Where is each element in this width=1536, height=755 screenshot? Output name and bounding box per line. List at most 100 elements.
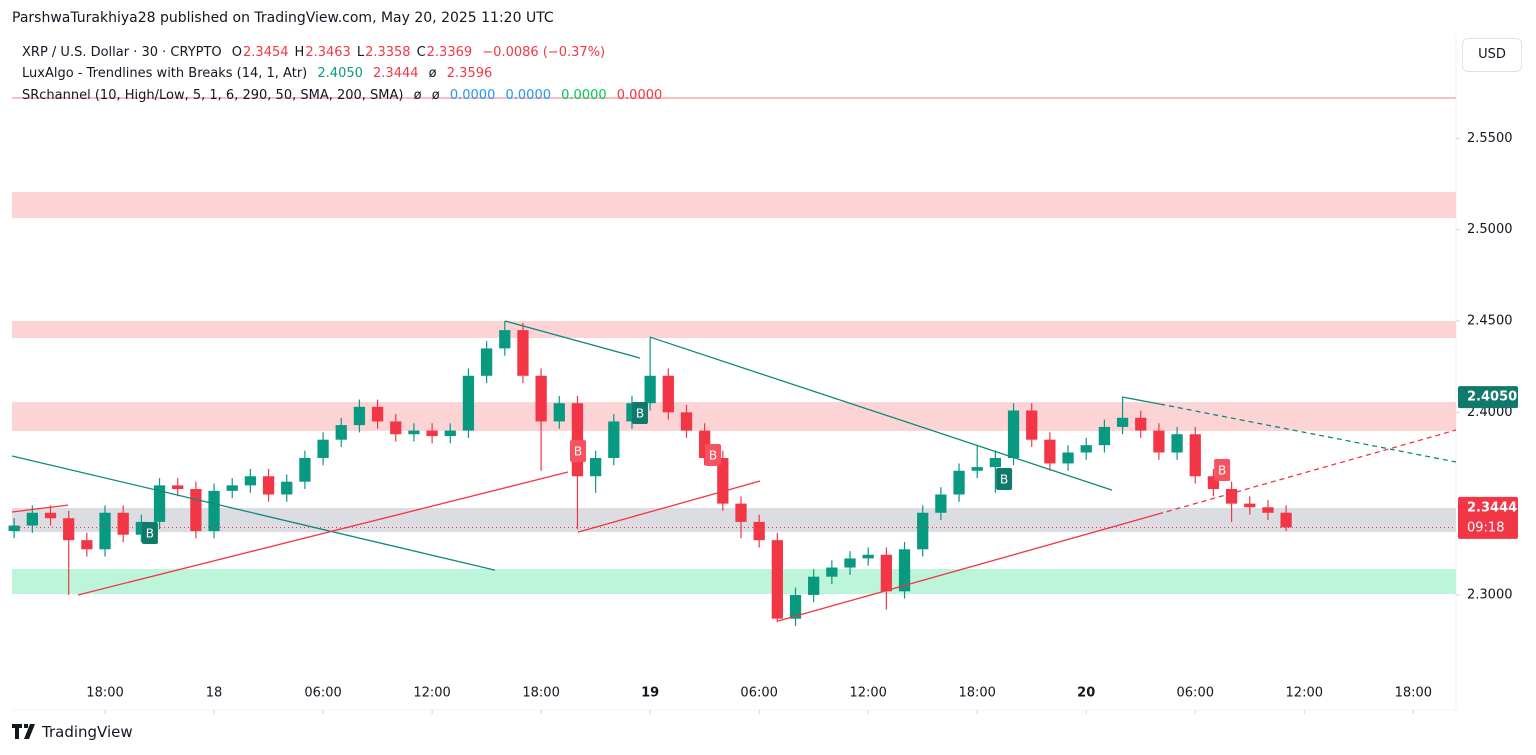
candle-body	[208, 490, 220, 532]
indicator-value: ø	[413, 88, 422, 103]
candle-body	[1026, 410, 1038, 440]
candle-body	[172, 485, 184, 490]
candle-body	[917, 512, 929, 550]
x-tick-label: 12:00	[849, 686, 886, 701]
candle-body	[771, 540, 783, 619]
candle-body	[1044, 439, 1056, 464]
candle-body	[753, 521, 765, 541]
indicator-value: 2.4050	[317, 66, 363, 81]
candle-body	[135, 521, 148, 535]
candle-body	[1244, 503, 1256, 508]
indicator-value: 0.0000	[449, 88, 496, 103]
candle-body	[644, 375, 656, 404]
footer: TradingView	[12, 723, 133, 741]
indicator-value: 2.3596	[446, 66, 493, 81]
candle-body	[262, 476, 275, 495]
signal-badge	[996, 467, 1013, 490]
currency-button[interactable]: USD	[1462, 38, 1522, 72]
price-label: 2.3444	[1467, 500, 1517, 515]
x-tick-label: 12:00	[1286, 686, 1323, 701]
signal-badge	[631, 402, 648, 425]
trendline	[777, 513, 1159, 622]
x-tick-label: 20	[1077, 686, 1095, 701]
candle-body	[1080, 445, 1092, 453]
trendlines	[11, 320, 1457, 622]
indicator-value: 2.3444	[373, 66, 419, 81]
axes: 2.3000 2.4000 2.4500 2.5000 2.5500 18:00 18 06:…	[86, 131, 1518, 714]
candle-body	[1062, 452, 1074, 464]
candle-body	[553, 403, 565, 422]
x-tick-label: 18:00	[86, 686, 123, 701]
candle-body	[190, 489, 202, 532]
candle-body	[680, 412, 693, 431]
candle-body	[1116, 417, 1129, 427]
legend-symbol-row: XRP / U.S. Dollar · 30 · CRYPTO O2.3454 H…	[22, 44, 611, 62]
candle-body	[535, 375, 547, 422]
candle-body	[699, 430, 711, 458]
candle-body	[444, 430, 456, 437]
legend-indicator-row: SRchannel (10, High/Low, 5, 1, 6, 290, 5…	[22, 87, 668, 105]
candle-body	[1262, 507, 1274, 513]
candle-body	[153, 485, 166, 522]
candle-body	[898, 549, 911, 592]
candle-body	[1189, 434, 1201, 477]
candle-body	[717, 457, 729, 504]
y-tick-label: 2.4500	[1467, 313, 1513, 328]
candle-body	[44, 512, 57, 519]
y-tick-label: 2.5500	[1467, 131, 1513, 146]
candle-body	[1171, 434, 1183, 453]
signal-label: B	[709, 449, 717, 463]
candle-body	[571, 403, 584, 477]
candle-body	[1207, 476, 1220, 490]
trendline	[77, 471, 569, 596]
trendline	[1158, 429, 1457, 515]
candle-body	[662, 375, 674, 413]
trendline	[649, 336, 1113, 491]
candle-body	[862, 554, 874, 559]
legend-ohlc-key: C	[416, 45, 426, 60]
x-tick-label: 06:00	[740, 686, 777, 701]
y-tick-label: 2.4000	[1467, 405, 1513, 420]
x-tick-label: 12:00	[413, 686, 450, 701]
y-tick-label: 2.3000	[1467, 587, 1513, 602]
legend-ohlc: O2.3454 H2.3463 L2.3358 C2.3369	[232, 45, 478, 60]
candle-body	[117, 512, 129, 535]
signal-badge	[1214, 459, 1231, 482]
signal-label: B	[1218, 464, 1226, 478]
candle-body	[408, 430, 420, 435]
candle-body	[1225, 489, 1238, 504]
publisher-header: ParshwaTurakhiya28 published on TradingV…	[12, 10, 554, 26]
price-label-box	[1458, 386, 1518, 409]
candle-body	[317, 439, 329, 458]
candle-body	[971, 467, 983, 471]
candle-body	[517, 330, 529, 376]
legend-change: −0.0086 (−0.37%)	[482, 45, 606, 60]
candle-body	[735, 503, 747, 522]
candle-body	[826, 567, 838, 577]
candle-body	[371, 406, 384, 422]
signal-badge	[705, 444, 722, 467]
x-tick-label: 18	[206, 686, 223, 701]
price-label: 2.4050	[1467, 390, 1517, 405]
legend-ohlc-value: 2.3463	[305, 45, 351, 60]
indicator-value: ø	[431, 88, 440, 103]
zones	[12, 97, 1456, 595]
candle-body	[335, 425, 347, 440]
legend-ohlc-value: 2.3358	[365, 45, 411, 60]
sr-zone	[12, 402, 1456, 431]
candle-body	[808, 576, 820, 595]
signal-badge	[141, 522, 158, 545]
candle-body	[1007, 410, 1020, 458]
indicator-value: 0.0000	[561, 88, 607, 103]
plot-area	[12, 35, 1456, 710]
signal-badge	[570, 440, 587, 463]
signal-label: B	[574, 445, 582, 459]
sr-zone	[12, 569, 1456, 595]
legend-ohlc-value: 2.3454	[243, 45, 289, 60]
y-tick-label: 2.5000	[1467, 222, 1513, 237]
legend-ohlc-key: O	[231, 45, 243, 60]
candle-body	[63, 518, 75, 541]
legend-ohlc-value: 2.3369	[426, 45, 473, 60]
trendline	[11, 455, 496, 571]
candle-body	[299, 457, 311, 482]
